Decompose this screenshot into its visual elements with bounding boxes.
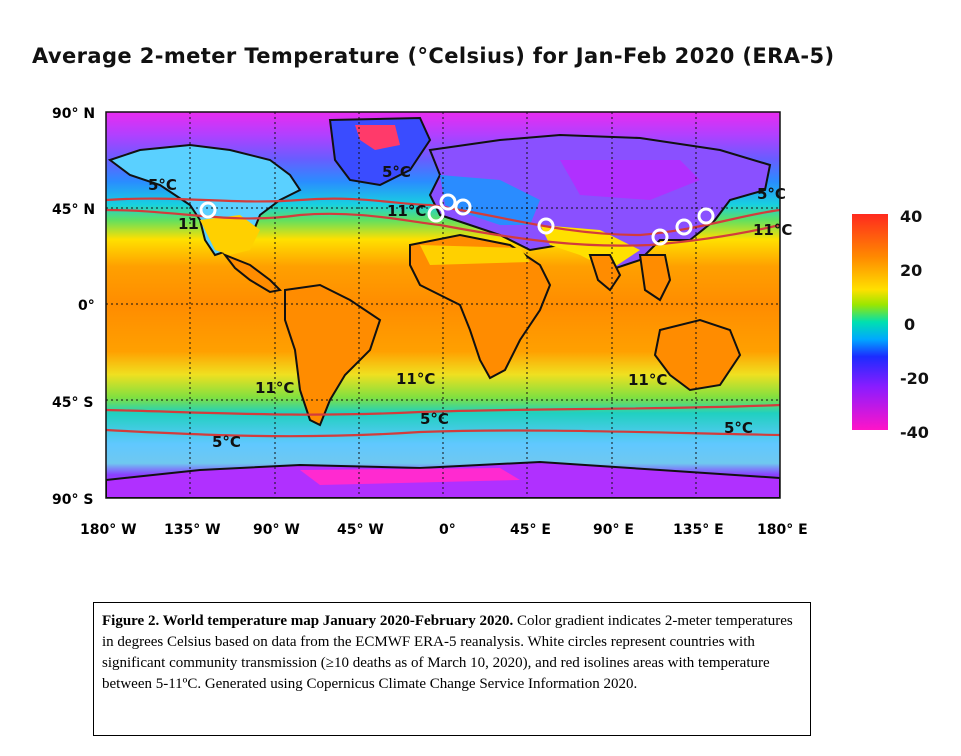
- isoline-label: 5°C: [757, 185, 786, 203]
- figure-caption: Figure 2. World temperature map January …: [93, 602, 811, 736]
- colorbar-label: 40: [900, 207, 922, 226]
- lon-tick: 180° W: [80, 522, 137, 538]
- isoline-label: 5°C: [420, 410, 449, 428]
- south-america: [284, 283, 382, 427]
- map-frame: [105, 111, 781, 499]
- marker-france: [439, 193, 457, 211]
- lat-tick: 90° N: [52, 106, 95, 122]
- lon-tick: 180° E: [757, 522, 808, 538]
- colorbar-label: -20: [900, 369, 929, 388]
- colorbar-label: 20: [900, 261, 922, 280]
- colorbar: [852, 214, 888, 430]
- isoline-label: 11°C: [255, 379, 294, 397]
- colorbar-label: -40: [900, 423, 929, 442]
- isoline-label: 5°C: [148, 176, 177, 194]
- transmission-markers: [199, 193, 715, 246]
- lon-tick: 90° W: [253, 522, 300, 538]
- marker-korea: [675, 218, 693, 236]
- isoline-label: 11: [178, 215, 199, 233]
- australia: [653, 318, 742, 392]
- isoline-label: 11°C: [628, 371, 667, 389]
- isoline-label: 5°C: [724, 419, 753, 437]
- lat-tick: 45° N: [52, 202, 95, 218]
- temperature-map: 5°C 11 5°C 11°C 5°C 11°C 11°C 11°C 11°C …: [52, 106, 929, 538]
- caption-text: Color gradient indicates 2-meter tempera…: [102, 613, 793, 692]
- isoline-label: 11°C: [396, 370, 435, 388]
- marker-iran: [537, 217, 555, 235]
- marker-usa: [199, 201, 217, 219]
- marker-italy: [454, 198, 472, 216]
- marker-spain: [427, 205, 445, 223]
- map-title: Average 2-meter Temperature (°Celsius) f…: [32, 44, 835, 68]
- lat-tick: 90° S: [52, 492, 93, 508]
- marker-china: [651, 228, 669, 246]
- lon-tick: 0°: [439, 522, 456, 538]
- lon-tick: 45° W: [337, 522, 384, 538]
- isoline-label: 5°C: [212, 433, 241, 451]
- lat-tick: 0°: [78, 298, 95, 314]
- colorbar-label: 0: [904, 315, 915, 334]
- lat-tick: 45° S: [52, 395, 93, 411]
- lon-tick: 45° E: [510, 522, 551, 538]
- lon-tick: 90° E: [593, 522, 634, 538]
- lon-tick: 135° W: [164, 522, 221, 538]
- lon-tick: 135° E: [673, 522, 724, 538]
- caption-heading: Figure 2. World temperature map January …: [102, 613, 514, 629]
- isoline-label: 5°C: [382, 163, 411, 181]
- isoline-label: 11°C: [753, 221, 792, 239]
- greenland: [328, 116, 432, 187]
- isoline-label: 11°C: [387, 202, 426, 220]
- marker-japan: [697, 207, 715, 225]
